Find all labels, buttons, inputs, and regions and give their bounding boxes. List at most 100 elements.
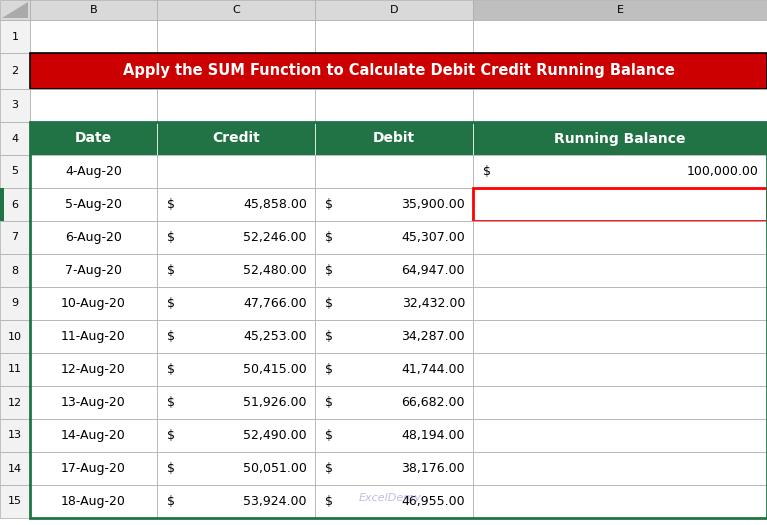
Bar: [30, 386, 157, 419]
Bar: [315, 0, 473, 20]
Text: C: C: [232, 5, 240, 15]
Text: 34,287.00: 34,287.00: [401, 330, 465, 343]
Bar: [0, 452, 30, 485]
Bar: [473, 89, 767, 122]
Bar: [0, 419, 30, 452]
Bar: [473, 353, 767, 386]
Bar: [157, 254, 315, 287]
Text: Running Balance: Running Balance: [555, 131, 686, 145]
Bar: [30, 188, 157, 221]
Bar: [473, 20, 767, 53]
Text: $: $: [167, 330, 175, 343]
Bar: [0, 353, 30, 386]
Bar: [473, 485, 767, 518]
Text: E: E: [617, 5, 624, 15]
Text: Debit: Debit: [373, 131, 415, 145]
Text: Date: Date: [75, 131, 112, 145]
Bar: [473, 0, 767, 20]
Bar: [0, 155, 30, 188]
Text: 35,900.00: 35,900.00: [401, 198, 465, 211]
Text: ExcelDemy: ExcelDemy: [359, 493, 421, 503]
Bar: [473, 122, 767, 155]
Text: 6: 6: [12, 200, 18, 209]
Text: $: $: [325, 429, 333, 442]
Bar: [30, 221, 157, 254]
Text: 11: 11: [8, 364, 22, 374]
Bar: [30, 53, 767, 89]
Text: 13-Aug-20: 13-Aug-20: [61, 396, 126, 409]
Text: 45,253.00: 45,253.00: [243, 330, 307, 343]
Text: 64,947.00: 64,947.00: [401, 264, 465, 277]
Text: 50,051.00: 50,051.00: [243, 462, 307, 475]
Bar: [157, 0, 315, 20]
Bar: [30, 287, 157, 320]
Text: $: $: [167, 363, 175, 376]
Bar: [315, 419, 473, 452]
Bar: [157, 419, 315, 452]
Text: 100,000.00: 100,000.00: [687, 165, 759, 178]
Bar: [315, 155, 473, 188]
Bar: [157, 155, 315, 188]
Bar: [30, 452, 157, 485]
Bar: [30, 254, 157, 287]
Text: 2: 2: [12, 66, 18, 76]
Bar: [0, 254, 30, 287]
Text: Apply the SUM Function to Calculate Debit Credit Running Balance: Apply the SUM Function to Calculate Debi…: [123, 64, 674, 79]
Text: $: $: [167, 396, 175, 409]
Bar: [30, 89, 157, 122]
Bar: [473, 188, 767, 221]
Text: $: $: [325, 264, 333, 277]
Text: 4-Aug-20: 4-Aug-20: [65, 165, 122, 178]
Text: 7-Aug-20: 7-Aug-20: [65, 264, 122, 277]
Text: $: $: [325, 231, 333, 244]
Text: $: $: [167, 264, 175, 277]
Bar: [0, 287, 30, 320]
Bar: [315, 122, 473, 155]
Bar: [30, 0, 157, 20]
Bar: [30, 122, 157, 155]
Bar: [315, 287, 473, 320]
Bar: [157, 188, 315, 221]
Text: 5: 5: [12, 166, 18, 176]
Bar: [315, 485, 473, 518]
Text: $: $: [167, 462, 175, 475]
Bar: [157, 353, 315, 386]
Bar: [30, 122, 767, 518]
Polygon shape: [2, 2, 28, 18]
Bar: [0, 122, 30, 155]
Bar: [473, 320, 767, 353]
Text: 18-Aug-20: 18-Aug-20: [61, 495, 126, 508]
Bar: [0, 0, 30, 20]
Bar: [473, 221, 767, 254]
Bar: [0, 221, 30, 254]
Bar: [157, 20, 315, 53]
Text: 66,682.00: 66,682.00: [401, 396, 465, 409]
Bar: [0, 89, 30, 122]
Text: 41,744.00: 41,744.00: [401, 363, 465, 376]
Text: $: $: [325, 297, 333, 310]
Text: $: $: [167, 297, 175, 310]
Text: $: $: [167, 495, 175, 508]
Bar: [30, 485, 157, 518]
Text: 52,246.00: 52,246.00: [243, 231, 307, 244]
Text: 14: 14: [8, 464, 22, 474]
Bar: [315, 188, 473, 221]
Text: $: $: [325, 330, 333, 343]
Text: 38,176.00: 38,176.00: [401, 462, 465, 475]
Bar: [473, 287, 767, 320]
Bar: [315, 386, 473, 419]
Text: $: $: [325, 363, 333, 376]
Text: $: $: [325, 198, 333, 211]
Bar: [0, 20, 30, 53]
Text: 15: 15: [8, 497, 22, 507]
Text: Credit: Credit: [212, 131, 260, 145]
Text: 3: 3: [12, 100, 18, 110]
Text: 51,926.00: 51,926.00: [243, 396, 307, 409]
Text: $: $: [325, 495, 333, 508]
Bar: [315, 89, 473, 122]
Bar: [30, 320, 157, 353]
Text: 4: 4: [12, 133, 18, 143]
Bar: [30, 419, 157, 452]
Text: 47,766.00: 47,766.00: [243, 297, 307, 310]
Text: 53,924.00: 53,924.00: [243, 495, 307, 508]
